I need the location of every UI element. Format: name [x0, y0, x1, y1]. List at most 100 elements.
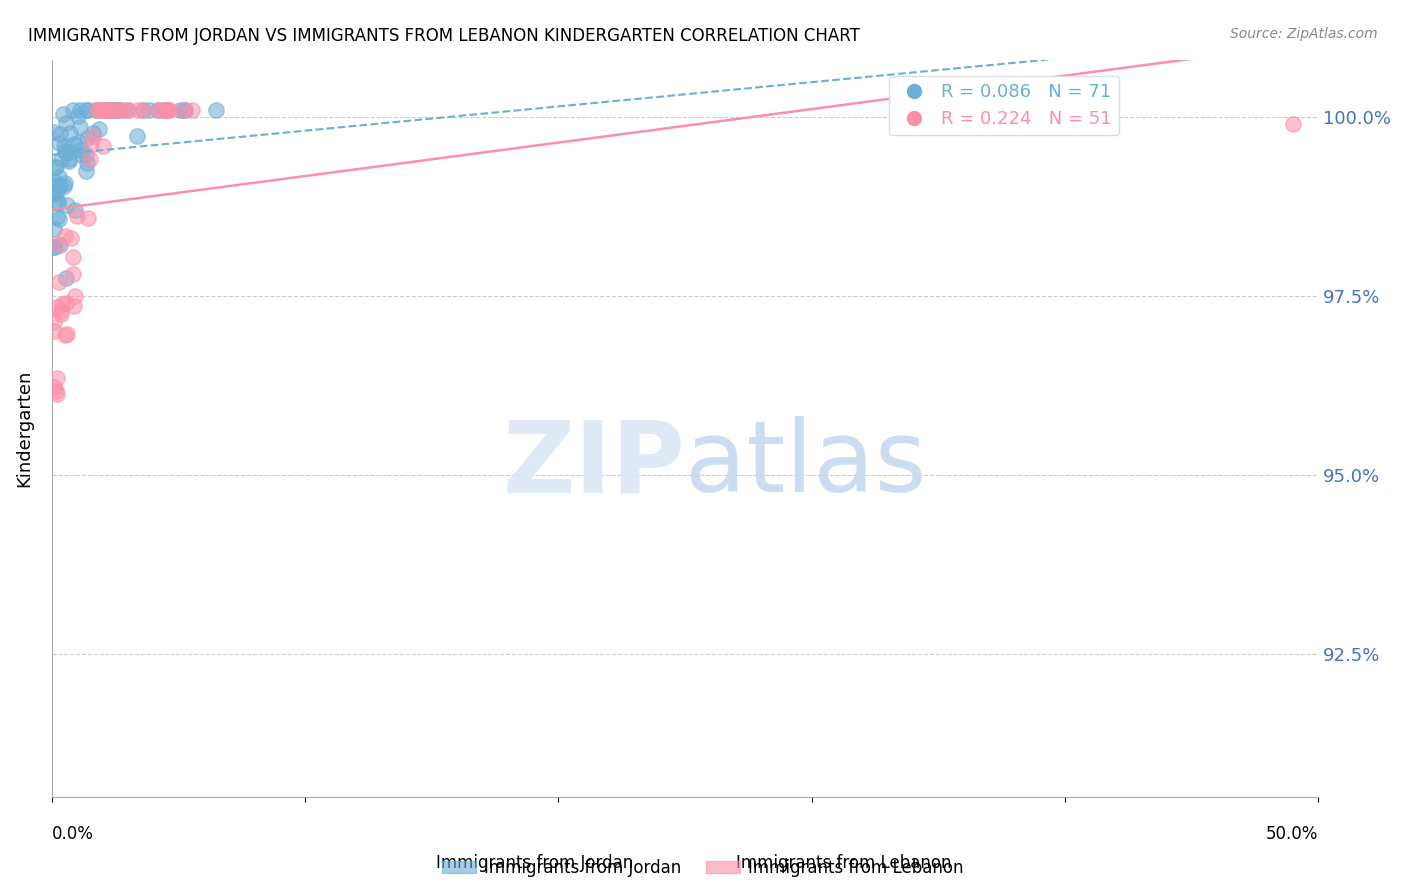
Immigrants from Lebanon [44, 315, 66, 329]
Immigrants from Lebanon [46, 237, 69, 252]
Immigrants from Lebanon [157, 103, 180, 117]
Immigrants from Lebanon [156, 103, 179, 117]
Immigrants from Lebanon [60, 231, 83, 245]
Immigrants from Lebanon [150, 103, 173, 117]
Immigrants from Jordan [44, 186, 66, 201]
Immigrants from Lebanon [91, 139, 114, 153]
Immigrants from Lebanon [93, 103, 115, 117]
Immigrants from Jordan [55, 198, 77, 212]
Immigrants from Jordan [69, 103, 91, 117]
Text: 50.0%: 50.0% [1265, 825, 1319, 843]
Immigrants from Lebanon [105, 103, 128, 117]
Immigrants from Lebanon [51, 297, 73, 311]
Immigrants from Lebanon [91, 103, 114, 117]
Immigrants from Lebanon [77, 211, 100, 225]
Immigrants from Lebanon [63, 289, 86, 303]
Immigrants from Lebanon [79, 137, 101, 152]
Immigrants from Jordan [107, 103, 129, 117]
Immigrants from Jordan [97, 103, 120, 117]
Immigrants from Jordan [45, 160, 67, 174]
Text: ZIP: ZIP [502, 417, 685, 514]
Immigrants from Jordan [46, 194, 69, 209]
Immigrants from Jordan [44, 240, 66, 254]
Immigrants from Lebanon [96, 103, 118, 117]
Immigrants from Lebanon [45, 371, 67, 385]
Immigrants from Jordan [49, 153, 72, 167]
Immigrants from Lebanon [98, 103, 121, 117]
Immigrants from Jordan [155, 103, 177, 117]
Immigrants from Jordan [148, 103, 170, 117]
Immigrants from Jordan [44, 240, 66, 254]
Immigrants from Lebanon [48, 276, 70, 290]
Immigrants from Jordan [46, 178, 69, 193]
Immigrants from Lebanon [56, 326, 79, 341]
Immigrants from Lebanon [46, 387, 69, 401]
Immigrants from Jordan [52, 178, 75, 193]
Immigrants from Jordan [58, 154, 80, 169]
Immigrants from Lebanon [172, 103, 194, 117]
Immigrants from Lebanon [146, 103, 169, 117]
Immigrants from Jordan [46, 210, 69, 224]
Immigrants from Jordan [173, 103, 195, 117]
Legend: Immigrants from Jordan, Immigrants from Lebanon: Immigrants from Jordan, Immigrants from … [436, 853, 970, 884]
Immigrants from Jordan [103, 103, 125, 117]
Immigrants from Lebanon [62, 299, 84, 313]
Immigrants from Jordan [84, 103, 107, 117]
Immigrants from Jordan [69, 120, 91, 134]
Immigrants from Lebanon [62, 251, 84, 265]
Immigrants from Jordan [82, 126, 104, 140]
Immigrants from Jordan [62, 103, 84, 117]
Immigrants from Jordan [52, 106, 75, 120]
Immigrants from Jordan [98, 103, 121, 117]
Text: 0.0%: 0.0% [52, 825, 94, 843]
Immigrants from Jordan [108, 103, 131, 117]
Immigrants from Jordan [55, 115, 77, 129]
Text: atlas: atlas [685, 417, 927, 514]
Immigrants from Jordan [66, 109, 89, 123]
Immigrants from Lebanon [180, 103, 202, 117]
Immigrants from Lebanon [79, 153, 101, 167]
Immigrants from Jordan [127, 128, 149, 143]
Immigrants from Lebanon [87, 103, 110, 117]
Immigrants from Lebanon [156, 103, 179, 117]
Immigrants from Lebanon [44, 380, 66, 394]
Immigrants from Lebanon [107, 103, 129, 117]
Immigrants from Jordan [58, 153, 80, 167]
Immigrants from Jordan [58, 126, 80, 140]
Immigrants from Jordan [153, 103, 176, 117]
Immigrants from Jordan [53, 176, 76, 190]
Immigrants from Lebanon [91, 103, 114, 117]
Text: IMMIGRANTS FROM JORDAN VS IMMIGRANTS FROM LEBANON KINDERGARTEN CORRELATION CHART: IMMIGRANTS FROM JORDAN VS IMMIGRANTS FRO… [28, 27, 860, 45]
Immigrants from Jordan [48, 170, 70, 185]
Immigrants from Jordan [49, 127, 72, 141]
Immigrants from Lebanon [62, 267, 84, 281]
Immigrants from Jordan [53, 139, 76, 153]
Immigrants from Lebanon [86, 103, 108, 117]
Immigrants from Jordan [87, 121, 110, 136]
Immigrants from Jordan [76, 131, 98, 145]
Immigrants from Lebanon [132, 103, 155, 117]
Immigrants from Jordan [70, 143, 93, 157]
Immigrants from Jordan [90, 103, 112, 117]
Immigrants from Jordan [59, 145, 82, 159]
Immigrants from Lebanon [100, 103, 122, 117]
Immigrants from Lebanon [1281, 117, 1303, 131]
Immigrants from Jordan [44, 221, 66, 235]
Immigrants from Lebanon [51, 304, 73, 318]
Immigrants from Jordan [48, 179, 70, 194]
Immigrants from Jordan [70, 148, 93, 162]
Immigrants from Lebanon [112, 103, 135, 117]
Immigrants from Jordan [44, 175, 66, 189]
Y-axis label: Kindergarten: Kindergarten [15, 369, 32, 487]
Immigrants from Jordan [48, 211, 70, 226]
Immigrants from Jordan [44, 125, 66, 139]
Text: Immigrants from Jordan: Immigrants from Jordan [436, 855, 633, 872]
Immigrants from Lebanon [45, 300, 67, 314]
Immigrants from Jordan [55, 146, 77, 161]
Immigrants from Jordan [49, 238, 72, 252]
Immigrants from Lebanon [65, 209, 87, 223]
Immigrants from Jordan [76, 103, 98, 117]
Immigrants from Lebanon [93, 103, 115, 117]
Immigrants from Jordan [205, 103, 228, 117]
Immigrants from Jordan [48, 136, 70, 151]
